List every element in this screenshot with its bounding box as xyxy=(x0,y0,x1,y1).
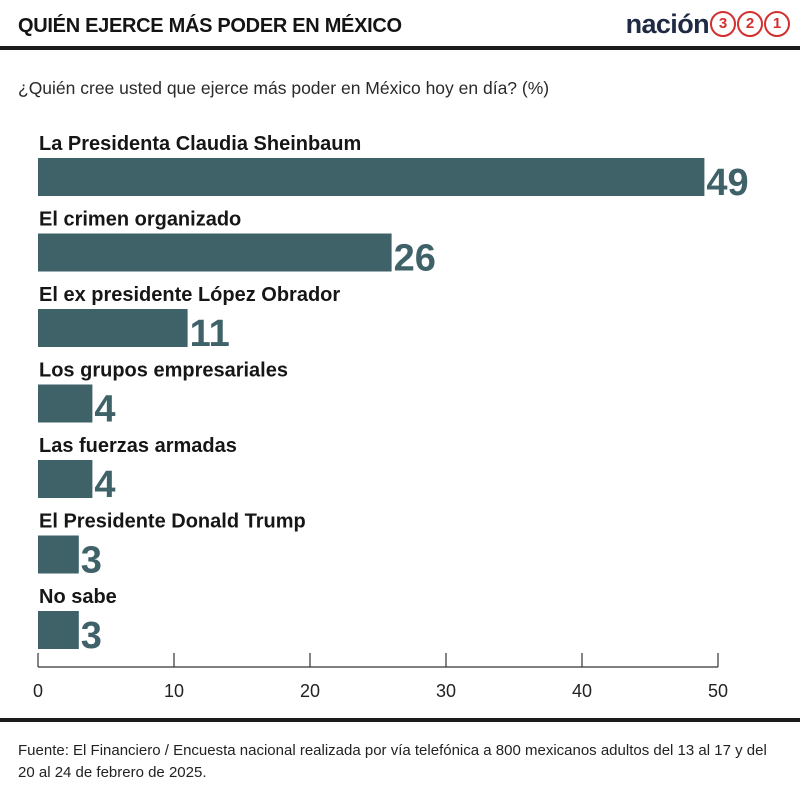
data-label: 26 xyxy=(394,238,436,280)
data-label: 4 xyxy=(94,464,115,506)
data-label: 4 xyxy=(94,389,115,431)
category-label: La Presidenta Claudia Sheinbaum xyxy=(39,133,361,155)
data-label: 11 xyxy=(190,313,230,355)
bar xyxy=(38,611,79,649)
category-label: Las fuerzas armadas xyxy=(39,435,237,457)
data-label: 49 xyxy=(706,162,748,204)
x-tick-label: 10 xyxy=(164,681,184,701)
x-tick-label: 30 xyxy=(436,681,456,701)
category-label: Los grupos empresariales xyxy=(39,360,288,382)
bar xyxy=(38,460,93,498)
source-note: Fuente: El Financiero / Encuesta naciona… xyxy=(18,742,767,781)
bar xyxy=(38,535,79,574)
x-tick-label: 50 xyxy=(708,681,728,701)
bar xyxy=(38,158,705,196)
x-tick-label: 20 xyxy=(300,681,320,701)
brand-number-1: 3 xyxy=(710,11,736,37)
x-tick-label: 40 xyxy=(572,681,592,701)
header: QUIÉN EJERCE MÁS PODER EN MÉXICO nación … xyxy=(0,0,800,50)
brand-logo: nación 3 2 1 xyxy=(626,9,790,39)
bar-chart: La Presidenta Claudia Sheinbaum 49 El crim… xyxy=(33,133,749,701)
bar xyxy=(38,309,188,347)
chart-subtitle: ¿Quién cree usted que ejerce más poder e… xyxy=(18,78,550,98)
footer-divider xyxy=(0,718,800,722)
x-tick-label: 0 xyxy=(33,681,43,701)
category-label: El crimen organizado xyxy=(39,209,241,231)
data-label: 3 xyxy=(81,615,102,657)
category-label: El Presidente Donald Trump xyxy=(39,511,306,533)
data-label: 3 xyxy=(81,540,102,582)
brand-number-2: 2 xyxy=(737,11,763,37)
category-label: No sabe xyxy=(39,586,117,608)
page-title: QUIÉN EJERCE MÁS PODER EN MÉXICO xyxy=(18,15,402,37)
brand-wordmark: nación xyxy=(625,8,710,39)
category-label: El ex presidente López Obrador xyxy=(39,284,340,306)
brand-number-3: 1 xyxy=(764,11,790,37)
bar xyxy=(38,233,392,272)
bar xyxy=(38,384,93,423)
